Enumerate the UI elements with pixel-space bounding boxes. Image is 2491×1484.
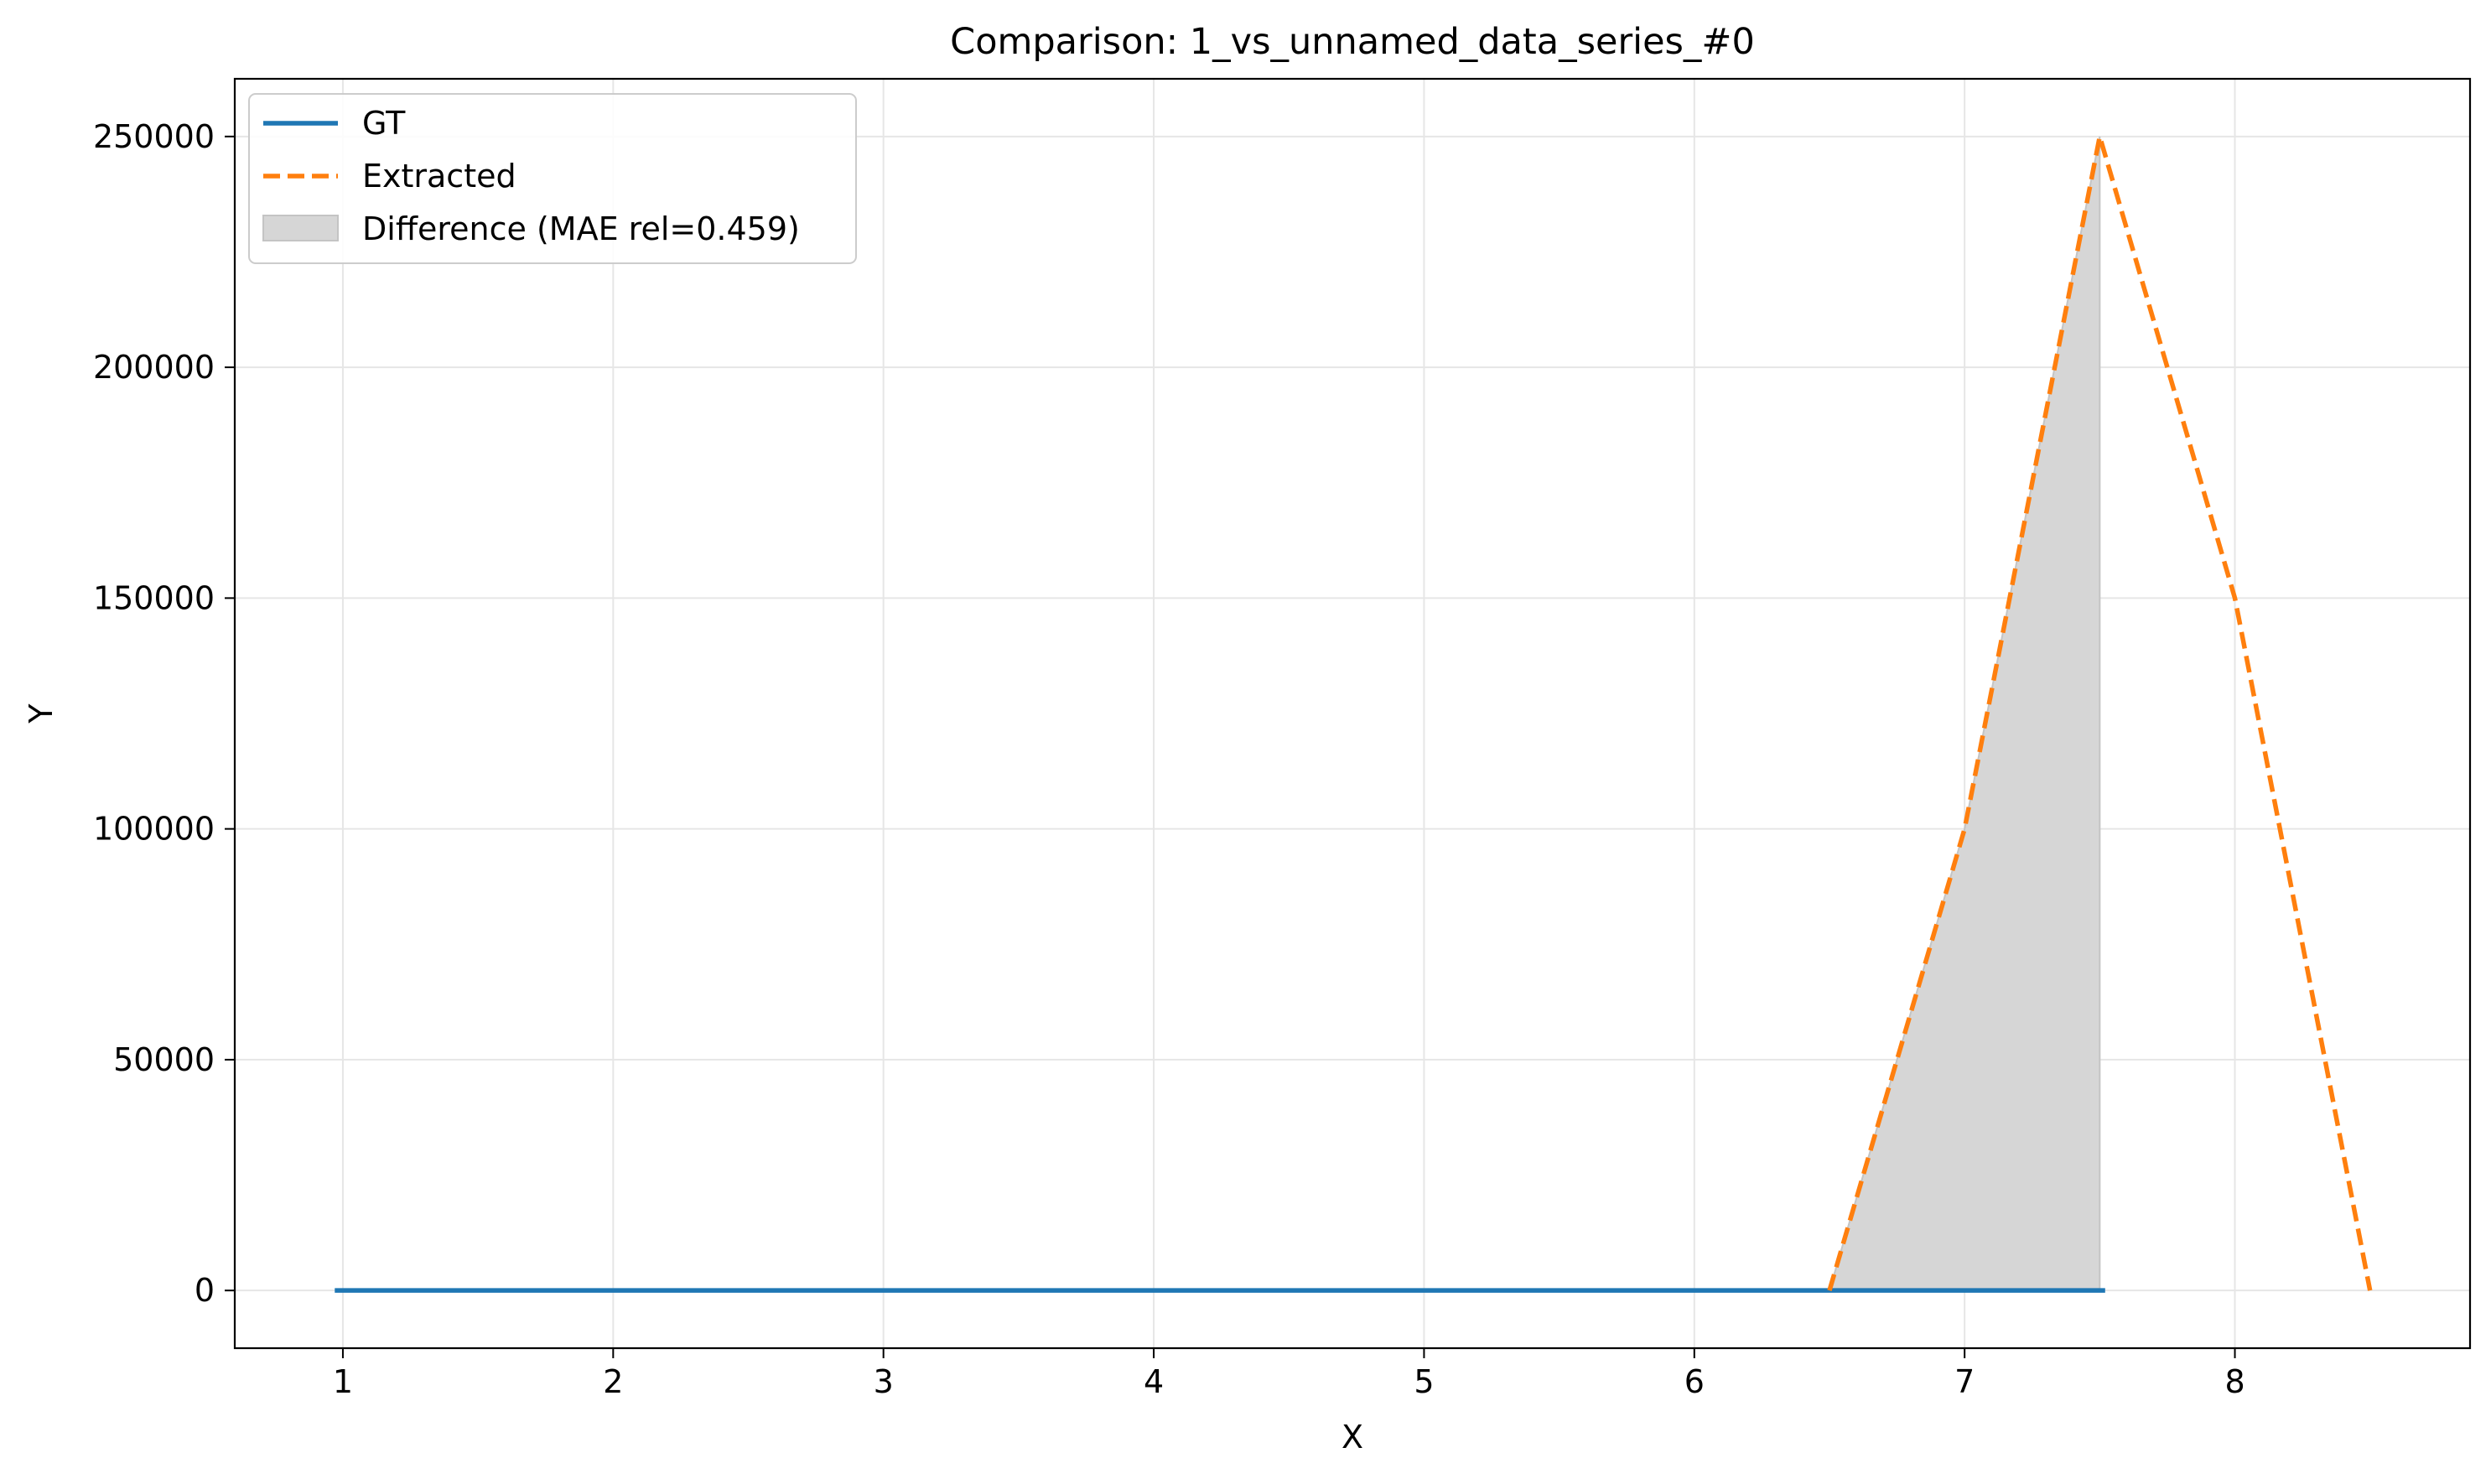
plot-frame xyxy=(233,77,2472,1350)
legend-gt-label: GT xyxy=(362,105,406,142)
x-tick-label: 8 xyxy=(2224,1363,2244,1400)
x-tick-label: 5 xyxy=(1414,1363,1434,1400)
x-tick-label: 1 xyxy=(333,1363,353,1400)
y-tick-label: 50000 xyxy=(113,1041,215,1078)
y-tick-label: 100000 xyxy=(93,811,215,848)
x-tick-label: 2 xyxy=(603,1363,623,1400)
x-tick-label: 3 xyxy=(874,1363,894,1400)
x-axis-label: X xyxy=(1342,1419,1363,1455)
y-tick-label: 150000 xyxy=(93,579,215,616)
x-axis-ticks: 1 2 3 4 5 6 7 8 xyxy=(333,1348,2245,1400)
y-tick-label: 0 xyxy=(195,1272,215,1309)
legend-difference-label: Difference (MAE rel=0.459) xyxy=(362,210,800,247)
chart-title: Comparison: 1_vs_unnamed_data_series_#0 xyxy=(950,21,1755,63)
legend-extracted-label: Extracted xyxy=(362,158,516,195)
y-tick-label: 250000 xyxy=(93,118,215,155)
y-axis-label: Y xyxy=(23,703,60,724)
legend-box xyxy=(248,93,857,264)
x-tick-label: 7 xyxy=(1954,1363,1975,1400)
series-line-extracted xyxy=(1827,134,2373,1291)
legend-difference-swatch xyxy=(262,215,339,241)
series-lines xyxy=(335,134,2373,1293)
legend: GT Extracted Difference (MAE rel=0.459) xyxy=(248,93,857,264)
y-tick-label: 200000 xyxy=(93,349,215,386)
x-tick-label: 4 xyxy=(1144,1363,1164,1400)
x-tick-label: 6 xyxy=(1684,1363,1705,1400)
y-axis-ticks: 0 50000 100000 150000 200000 250000 xyxy=(93,118,235,1309)
